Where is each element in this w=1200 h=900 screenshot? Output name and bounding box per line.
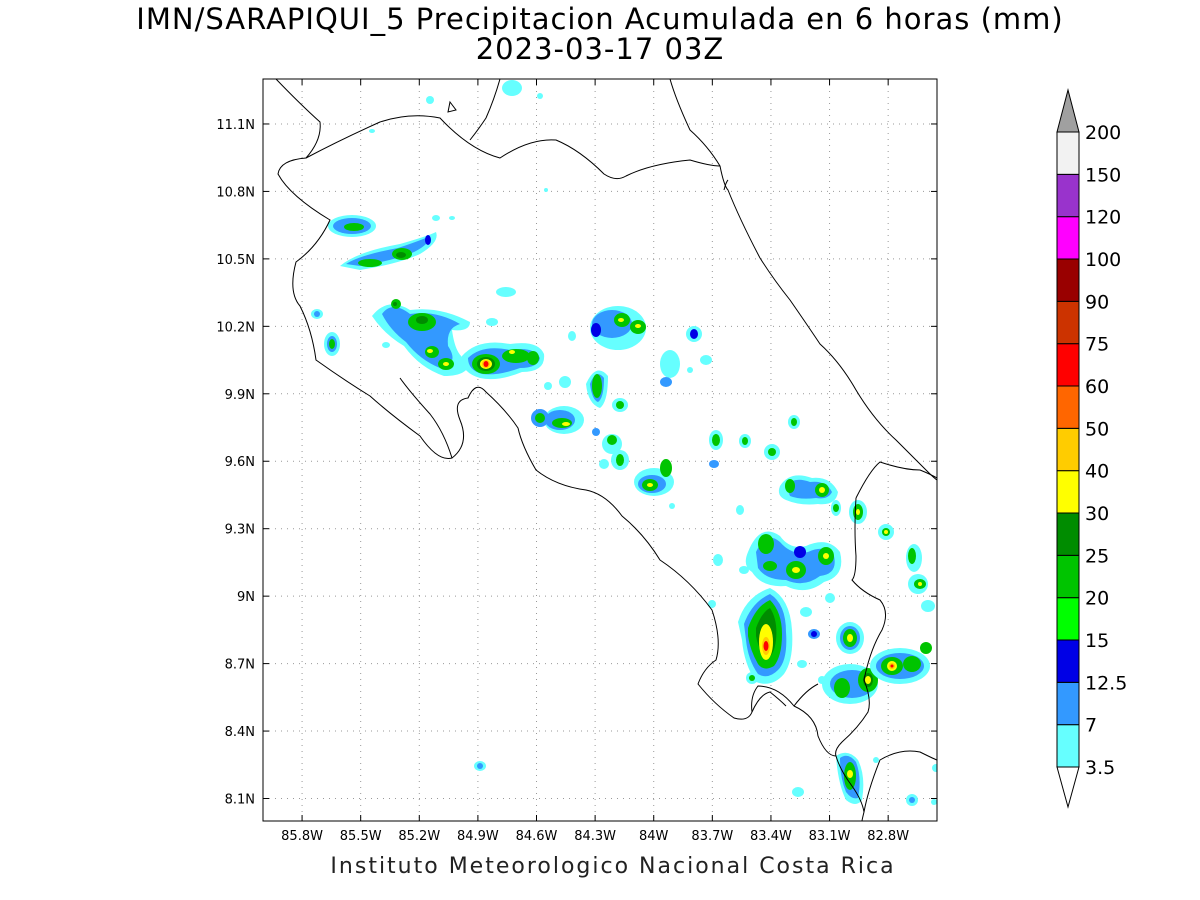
colorbar-label: 25 (1085, 545, 1109, 567)
lat-tick-label: 9N (237, 590, 255, 605)
precipitation-field (311, 80, 937, 806)
lat-tick-label: 9.3N (225, 523, 255, 538)
lon-tick-label: 83.4W (750, 829, 792, 844)
colombia-coast (723, 179, 729, 191)
latitude-tick-labels: 11.1N 10.8N 10.5N 10.2N 9.9N 9.6N 9.3N 9N 8.7N 8.… (216, 118, 255, 808)
lat-tick-label: 10.8N (216, 185, 255, 200)
colorbar-label: 40 (1085, 461, 1109, 483)
rain-cell (745, 531, 842, 591)
longitude-tick-labels: 85.8W 85.5W 85.2W 84.9W 84.6W 84.3W 84W 83.7W 83… (281, 829, 909, 844)
colorbar: 3.5 7 12.5 15 20 25 30 40 50 60 75 90 100 120 150 200 (1056, 88, 1127, 809)
colorbar-label: 20 (1085, 588, 1109, 610)
panama-pacific-coast (863, 750, 937, 813)
lon-tick-label: 85.2W (398, 829, 440, 844)
colorbar-label: 30 (1085, 503, 1109, 525)
credit-text: Instituto Meteorologico Nacional Costa R… (330, 854, 896, 879)
rain-cell (836, 622, 864, 654)
colorbar-label: 100 (1085, 249, 1121, 271)
osa-inner (793, 683, 819, 707)
rain-cell (372, 299, 470, 376)
rain-cell (586, 370, 628, 412)
colorbar-bin (1056, 300, 1080, 345)
rain-cell (340, 232, 437, 270)
panama-caribbean-coast (855, 461, 937, 499)
lon-tick-label: 84.3W (574, 829, 616, 844)
colorbar-label: 60 (1085, 376, 1109, 398)
colorbar-bin (1056, 385, 1080, 429)
colorbar-bin (1056, 724, 1080, 768)
rain-cell (870, 642, 932, 684)
lon-tick-label: 83.1W (809, 829, 851, 844)
rain-cell (590, 306, 646, 350)
lat-tick-label: 9.6N (225, 455, 255, 470)
panama-border (835, 497, 886, 821)
colorbar-bin (1056, 554, 1080, 599)
colorbar-bin (1056, 343, 1080, 387)
rain-cell (328, 215, 376, 237)
golfo-dulce (751, 691, 787, 713)
colorbar-label: 120 (1085, 207, 1121, 229)
nicoya-gulf-inner (399, 377, 453, 459)
rain-cell (634, 459, 674, 496)
colorbar-under-arrow (1056, 766, 1080, 809)
colorbar-bin (1056, 470, 1080, 514)
rain-cell (836, 752, 864, 804)
rain-cell (324, 332, 340, 356)
colorbar-bin (1056, 427, 1080, 472)
rio-san-juan (469, 79, 501, 141)
lon-tick-label: 85.5W (340, 829, 382, 844)
colorbar-bin (1056, 597, 1080, 641)
rain-cell (599, 434, 629, 470)
rain-cell (531, 406, 584, 434)
colorbar-label: 150 (1085, 164, 1121, 186)
caribbean-coastline (669, 79, 937, 481)
lon-tick-label: 82.8W (867, 829, 909, 844)
map-frame (262, 78, 938, 822)
map-title: IMN/SARAPIQUI_5 Precipitacion Acumulada … (136, 2, 1064, 36)
lon-tick-label: 84.6W (516, 829, 558, 844)
lat-tick-label: 8.4N (225, 725, 255, 740)
lat-tick-label: 10.5N (216, 253, 255, 268)
lat-tick-label: 8.1N (225, 793, 255, 808)
colorbar-label: 50 (1085, 418, 1109, 440)
lake-island (447, 100, 457, 113)
lat-tick-label: 9.9N (225, 388, 255, 403)
lat-tick-label: 10.2N (216, 320, 255, 335)
colorbar-bin (1056, 173, 1080, 218)
rain-cell (461, 342, 545, 380)
colorbar-label: 12.5 (1085, 672, 1127, 694)
colorbar-bin (1056, 258, 1080, 302)
lon-tick-label: 84W (639, 829, 669, 844)
colorbar-label: 15 (1085, 630, 1109, 652)
colorbar-bin (1056, 216, 1080, 260)
colorbar-bin (1056, 681, 1080, 726)
map-frame-bg (263, 79, 937, 821)
nicaragua-border (305, 115, 721, 180)
rain-cell (822, 664, 878, 704)
lon-tick-label: 85.8W (281, 829, 323, 844)
colorbar-label: 75 (1085, 334, 1109, 356)
colorbar-over-arrow (1056, 88, 1080, 133)
map-subtitle: 2023-03-17 03Z (475, 32, 725, 66)
colorbar-bin (1056, 639, 1080, 683)
colorbar-bin (1056, 131, 1080, 175)
colorbar-label: 200 (1085, 122, 1121, 144)
lon-tick-label: 83.7W (691, 829, 733, 844)
colorbar-bin (1056, 512, 1080, 556)
lon-tick-label: 84.9W (457, 829, 499, 844)
rain-cell (738, 588, 793, 684)
colorbar-label: 7 (1085, 715, 1097, 737)
coastlines-and-borders (275, 79, 937, 821)
costa-rica-coastline (275, 79, 837, 757)
lat-tick-label: 11.1N (216, 118, 255, 133)
rain-cell (778, 475, 838, 505)
lat-tick-label: 8.7N (225, 658, 255, 673)
colorbar-label: 3.5 (1085, 757, 1115, 779)
colorbar-label: 90 (1085, 291, 1109, 313)
